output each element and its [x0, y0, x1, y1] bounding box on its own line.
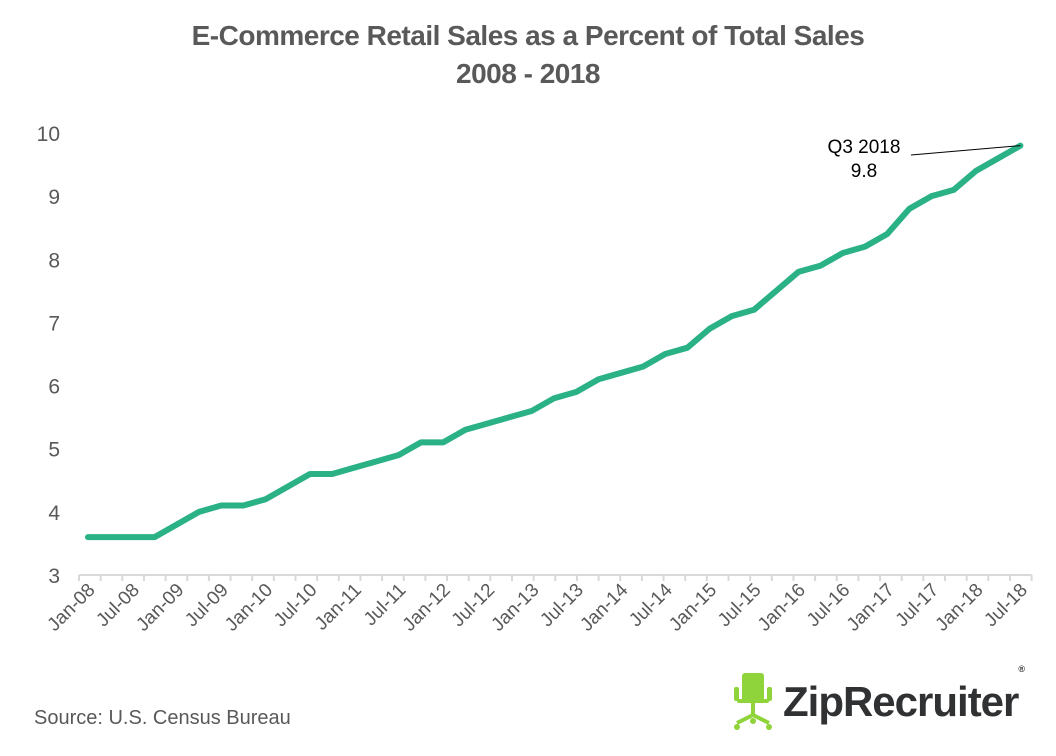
y-tick-label: 3: [48, 565, 60, 588]
x-tick-label: Jan-15: [665, 580, 721, 636]
series-line: [85, 142, 1024, 541]
x-tick-label: Jan-18: [932, 580, 988, 636]
x-tick-label: Jan-14: [576, 579, 632, 635]
x-tick-label: Jan-10: [221, 580, 277, 636]
logo-wordmark: ZipRecruiter ®: [783, 664, 1025, 726]
chart-subtitle: 2008 - 2018: [456, 58, 600, 89]
annotation-label: Q3 2018: [828, 137, 901, 158]
x-tick-label: Jan-11: [311, 580, 366, 635]
x-tick-label: Jan-12: [399, 580, 455, 636]
registered-mark: ®: [1018, 664, 1025, 674]
y-tick-label: 5: [48, 439, 60, 462]
annotation-value: 9.8: [851, 161, 877, 182]
x-tick-label: Jan-16: [754, 580, 810, 636]
x-tick-label: Jan-17: [843, 580, 899, 636]
office-chair-icon: [734, 673, 772, 730]
x-tick-label: Jul-18: [980, 580, 1031, 631]
y-tick-label: 10: [37, 123, 60, 146]
x-tick-label: Jan-13: [488, 580, 544, 636]
y-tick-label: 7: [48, 312, 60, 335]
ziprecruiter-logo: ZipRecruiter ®: [733, 664, 1025, 731]
x-tick-label: Jan-09: [132, 580, 188, 636]
chart-title: E-Commerce Retail Sales as a Percent of …: [191, 20, 865, 51]
y-tick-label: 6: [48, 376, 60, 399]
y-tick-label: 9: [48, 186, 60, 209]
annotation-leader-line: [910, 145, 1021, 156]
x-tick-label: Jan-08: [44, 580, 100, 636]
y-tick-label: 8: [48, 249, 60, 272]
source-note: Source: U.S. Census Bureau: [34, 707, 291, 729]
y-tick-label: 4: [48, 502, 60, 525]
logo-text: ZipRecruiter: [783, 678, 1019, 725]
